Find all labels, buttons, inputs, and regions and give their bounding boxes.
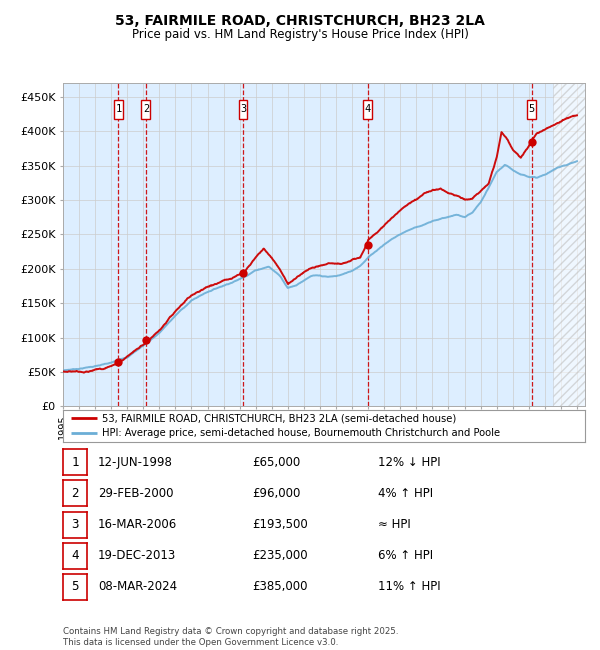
Bar [553,83,600,406]
Text: 3: 3 [240,104,246,114]
Text: 4: 4 [71,549,79,562]
Text: HPI: Average price, semi-detached house, Bournemouth Christchurch and Poole: HPI: Average price, semi-detached house,… [102,428,500,438]
Text: 2: 2 [143,104,149,114]
Text: 12-JUN-1998: 12-JUN-1998 [98,456,173,469]
Text: £385,000: £385,000 [252,580,308,593]
Text: 19-DEC-2013: 19-DEC-2013 [98,549,176,562]
Text: 1: 1 [115,104,122,114]
Text: 16-MAR-2006: 16-MAR-2006 [98,518,177,531]
Text: 53, FAIRMILE ROAD, CHRISTCHURCH, BH23 2LA: 53, FAIRMILE ROAD, CHRISTCHURCH, BH23 2L… [115,14,485,29]
Text: £65,000: £65,000 [252,456,300,469]
Text: 6% ↑ HPI: 6% ↑ HPI [378,549,433,562]
Text: 4: 4 [364,104,371,114]
FancyBboxPatch shape [363,99,372,119]
FancyBboxPatch shape [527,99,536,119]
FancyBboxPatch shape [114,99,123,119]
FancyBboxPatch shape [239,99,247,119]
Text: 53, FAIRMILE ROAD, CHRISTCHURCH, BH23 2LA (semi-detached house): 53, FAIRMILE ROAD, CHRISTCHURCH, BH23 2L… [102,413,457,423]
Text: 5: 5 [71,580,79,593]
Text: 29-FEB-2000: 29-FEB-2000 [98,487,173,500]
Text: 1: 1 [71,456,79,469]
Text: Price paid vs. HM Land Registry's House Price Index (HPI): Price paid vs. HM Land Registry's House … [131,28,469,41]
Text: Contains HM Land Registry data © Crown copyright and database right 2025.
This d: Contains HM Land Registry data © Crown c… [63,627,398,647]
Text: 4% ↑ HPI: 4% ↑ HPI [378,487,433,500]
Text: 12% ↓ HPI: 12% ↓ HPI [378,456,440,469]
Text: 11% ↑ HPI: 11% ↑ HPI [378,580,440,593]
Text: ≈ HPI: ≈ HPI [378,518,411,531]
Text: £193,500: £193,500 [252,518,308,531]
Text: 2: 2 [71,487,79,500]
Text: £96,000: £96,000 [252,487,301,500]
Text: 3: 3 [71,518,79,531]
Text: £235,000: £235,000 [252,549,308,562]
FancyBboxPatch shape [142,99,150,119]
Text: 5: 5 [529,104,535,114]
Text: 08-MAR-2024: 08-MAR-2024 [98,580,177,593]
